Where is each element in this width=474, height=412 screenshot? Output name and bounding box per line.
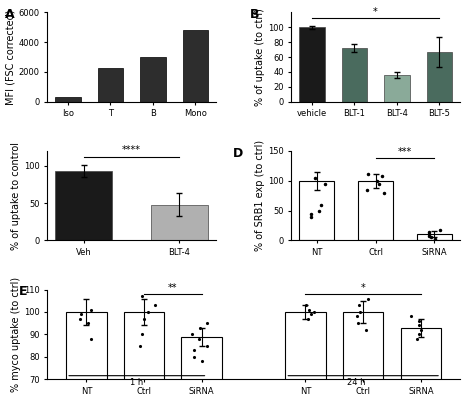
- Y-axis label: MFI (FSC corrected): MFI (FSC corrected): [6, 9, 16, 105]
- Bar: [55, 97, 81, 102]
- Bar: [342, 48, 367, 102]
- Bar: [140, 57, 165, 102]
- Bar: [182, 30, 208, 102]
- Bar: [299, 181, 335, 241]
- Y-axis label: % of SRB1 exp (to ctrl): % of SRB1 exp (to ctrl): [255, 140, 265, 251]
- Bar: [427, 52, 452, 102]
- Bar: [299, 27, 325, 102]
- Text: B: B: [249, 8, 259, 21]
- Text: 24 h: 24 h: [347, 378, 365, 387]
- Bar: [98, 68, 123, 102]
- Bar: [384, 75, 410, 102]
- Y-axis label: % of uptake to control: % of uptake to control: [11, 142, 21, 250]
- Bar: [285, 312, 326, 412]
- Text: ****: ****: [122, 145, 141, 155]
- Bar: [417, 234, 452, 241]
- Text: *: *: [361, 283, 365, 293]
- Bar: [124, 312, 164, 412]
- Bar: [343, 312, 383, 412]
- Text: **: **: [168, 283, 178, 293]
- Y-axis label: % myco uptake (to ctrl): % myco uptake (to ctrl): [11, 277, 21, 392]
- Bar: [66, 312, 107, 412]
- Y-axis label: % of uptake (to ctrl): % of uptake (to ctrl): [255, 8, 265, 106]
- Bar: [358, 181, 393, 241]
- Text: 1 h: 1 h: [130, 378, 144, 387]
- Bar: [182, 337, 222, 412]
- Bar: [151, 205, 208, 241]
- Text: D: D: [233, 147, 243, 159]
- Text: A: A: [5, 8, 15, 21]
- Bar: [401, 328, 441, 412]
- Text: E: E: [18, 285, 27, 298]
- Text: *: *: [373, 7, 378, 17]
- Bar: [55, 171, 112, 241]
- Text: ***: ***: [398, 147, 412, 157]
